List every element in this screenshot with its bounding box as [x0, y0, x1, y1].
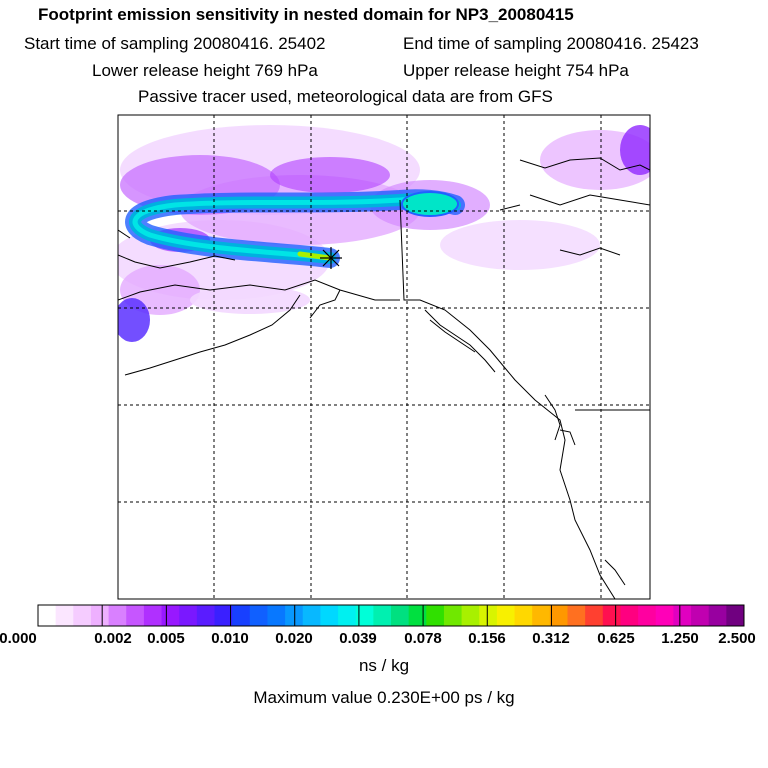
- colorbar-tick-label: 0.020: [275, 630, 313, 647]
- colorbar-tick-label: 0.010: [211, 630, 249, 647]
- footprint-map: [117, 114, 651, 600]
- graticule: [118, 115, 650, 599]
- colorbar-tick-label: 0.000: [0, 630, 37, 647]
- colorbar-tick-label: 2.500: [718, 630, 756, 647]
- end-time-label: End time of sampling 20080416. 25423: [403, 34, 699, 53]
- upper-release-label: Upper release height 754 hPa: [403, 61, 629, 80]
- colorbar-tick-label: 0.005: [147, 630, 185, 647]
- colorbar-tick-label: 0.156: [468, 630, 506, 647]
- map-frame: [117, 114, 651, 600]
- colorbar-tick-label: 0.002: [94, 630, 132, 647]
- lower-release-label: Lower release height 769 hPa: [92, 61, 318, 80]
- page-title: Footprint emission sensitivity in nested…: [38, 5, 574, 24]
- colorbar-tick-label: 0.039: [339, 630, 377, 647]
- plume-trajectory: [125, 189, 465, 268]
- colorbar-unit-label: ns / kg: [358, 656, 410, 675]
- colorbar-tick-label: 1.250: [661, 630, 699, 647]
- asterisk-icon: [320, 247, 342, 269]
- colorbar-tick-label: 0.078: [404, 630, 442, 647]
- colorbar-tick-label: 0.312: [532, 630, 570, 647]
- colorbar-tick-label: 0.625: [597, 630, 635, 647]
- coastlines: [118, 157, 650, 599]
- start-time-label: Start time of sampling 20080416. 25402: [24, 34, 326, 53]
- maximum-value-label: Maximum value 0.230E+00 ps / kg: [253, 688, 515, 707]
- tracer-info-label: Passive tracer used, meteorological data…: [138, 87, 553, 106]
